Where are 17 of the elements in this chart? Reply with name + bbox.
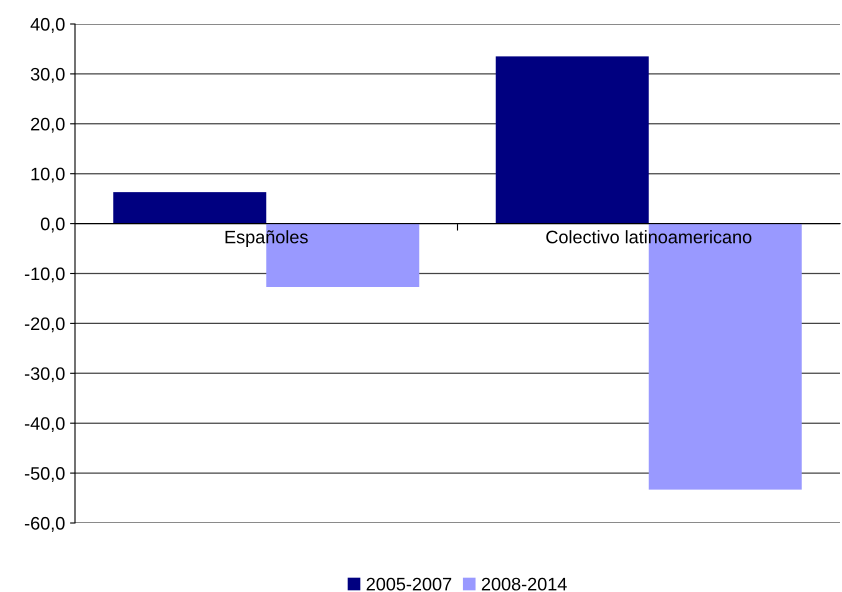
x-tick-label: Españoles — [226, 230, 308, 247]
y-tick-label: 10,0 — [32, 168, 65, 183]
y-tick-label: -20,0 — [24, 317, 65, 332]
legend-label: 2008-2014 — [482, 578, 567, 591]
bar — [496, 56, 649, 224]
y-tick-label: -40,0 — [24, 417, 65, 432]
y-tick-label: -50,0 — [24, 467, 65, 482]
y-tick-label: -30,0 — [24, 367, 65, 382]
legend-label: 2005-2007 — [366, 578, 452, 591]
bar — [113, 192, 266, 224]
y-tick-label: -10,0 — [24, 267, 65, 282]
y-tick-label: 40,0 — [30, 18, 65, 33]
y-tick-label: 20,0 — [31, 118, 65, 133]
y-tick-label: 30,0 — [30, 68, 65, 83]
x-tick-label: Colectivo latinoamericano — [546, 230, 752, 244]
y-tick-label: -60,0 — [24, 516, 65, 532]
y-tick-label: 0,0 — [40, 218, 65, 232]
